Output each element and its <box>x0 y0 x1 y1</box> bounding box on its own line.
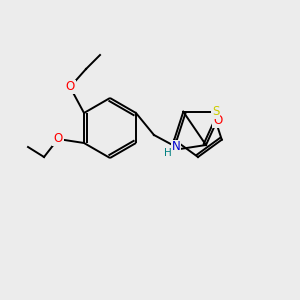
Text: N: N <box>172 140 180 154</box>
Text: S: S <box>212 105 219 118</box>
Text: O: O <box>53 133 63 146</box>
Text: H: H <box>164 148 172 158</box>
Text: O: O <box>65 80 75 94</box>
Text: O: O <box>213 115 223 128</box>
